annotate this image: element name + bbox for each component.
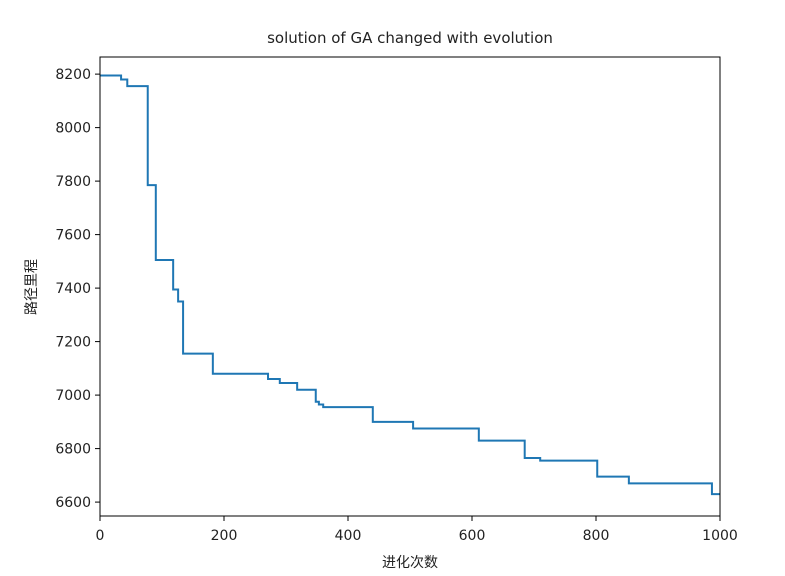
y-tick-label: 6800	[55, 442, 91, 458]
y-axis-label: 路径里程	[24, 259, 40, 315]
x-tick-label: 0	[96, 528, 105, 544]
x-tick-label: 600	[459, 528, 486, 544]
chart-title: solution of GA changed with evolution	[267, 29, 553, 47]
y-tick-label: 7200	[55, 335, 91, 351]
y-tick-label: 7600	[55, 228, 91, 244]
line	[100, 74, 720, 496]
y-tick-label: 8200	[55, 67, 91, 83]
x-axis-label: 进化次数	[382, 555, 438, 571]
y-tick-label: 6600	[55, 495, 91, 511]
x-tick-label: 1000	[702, 528, 738, 544]
y-tick-label: 7400	[55, 281, 91, 297]
plot-frame	[99, 56, 721, 517]
x-tick-label: 800	[583, 528, 610, 544]
x-tick-label: 400	[335, 528, 362, 544]
y-tick-label: 7800	[55, 174, 91, 190]
x-tick-label: 200	[211, 528, 238, 544]
y-tick-label: 8000	[55, 121, 91, 137]
y-tick-label: 7000	[55, 388, 91, 404]
